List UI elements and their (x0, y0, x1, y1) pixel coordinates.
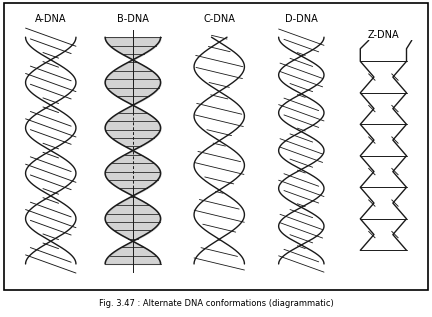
Text: Fig. 3.47 : Alternate DNA conformations (diagrammatic): Fig. 3.47 : Alternate DNA conformations … (98, 299, 334, 308)
Title: B-DNA: B-DNA (117, 14, 149, 24)
Title: A-DNA: A-DNA (35, 14, 67, 24)
Title: Z-DNA: Z-DNA (368, 29, 399, 40)
Title: C-DNA: C-DNA (203, 14, 235, 24)
Title: D-DNA: D-DNA (285, 14, 318, 24)
